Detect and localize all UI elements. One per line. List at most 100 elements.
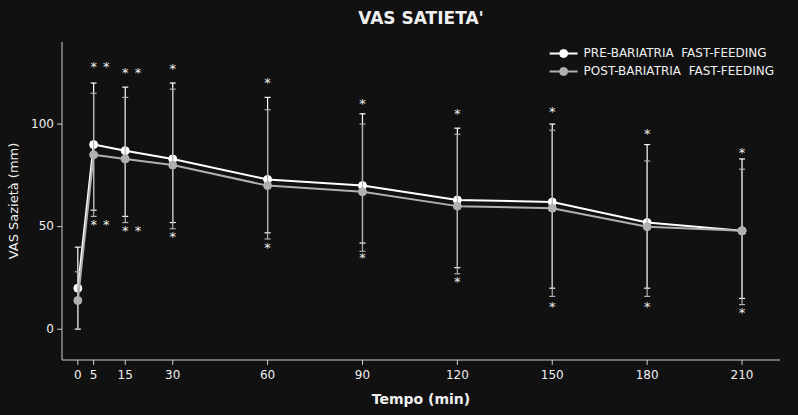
error-cap-top xyxy=(91,93,97,94)
legend-label: PRE-BARIATRIA FAST-FEEDING xyxy=(584,46,767,60)
x-axis-line xyxy=(62,360,780,361)
error-bar xyxy=(267,110,268,239)
annotation: * xyxy=(90,59,97,74)
data-point xyxy=(643,223,651,231)
y-tick xyxy=(57,226,62,227)
annotations: * * * * * * * * * * * * * * * * * * * * * * xyxy=(90,59,745,321)
error-cap-top xyxy=(359,123,365,124)
y-axis-line xyxy=(62,42,63,360)
series xyxy=(74,89,746,329)
data-point xyxy=(121,155,129,163)
axes: 0501000515306090120150180210 xyxy=(31,42,780,382)
x-tick xyxy=(457,360,458,365)
legend-marker xyxy=(560,50,568,58)
annotation: * xyxy=(739,305,746,320)
legend-label: POST-BARIATRIA FAST-FEEDING xyxy=(584,64,774,78)
x-tick xyxy=(647,360,648,365)
data-point xyxy=(358,188,366,196)
error-cap-bottom xyxy=(75,329,81,330)
x-tick-label: 90 xyxy=(355,368,370,382)
x-axis-label: Tempo (min) xyxy=(372,391,470,407)
data-point xyxy=(264,182,272,190)
data-point xyxy=(738,227,746,235)
annotation: * xyxy=(264,75,271,90)
legend-marker xyxy=(560,68,568,76)
annotation: * xyxy=(169,61,176,76)
x-tick xyxy=(267,360,268,365)
annotation: * xyxy=(103,59,110,74)
annotation: * xyxy=(359,96,366,111)
annotation: * xyxy=(644,299,651,314)
error-cap-top xyxy=(739,169,745,170)
x-tick xyxy=(742,360,743,365)
x-tick-label: 60 xyxy=(260,368,275,382)
y-tick xyxy=(57,124,62,125)
error-cap-top xyxy=(454,128,460,129)
annotation: * xyxy=(169,229,176,244)
annotation: * xyxy=(739,145,746,160)
annotation: * xyxy=(454,106,461,121)
annotation: * xyxy=(135,223,142,238)
error-cap-top xyxy=(75,247,81,248)
x-tick-label: 30 xyxy=(165,368,180,382)
annotation: * xyxy=(549,104,556,119)
y-tick xyxy=(57,329,62,330)
x-tick-label: 5 xyxy=(90,368,98,382)
series-line xyxy=(78,155,742,301)
annotation: * xyxy=(103,217,110,232)
annotation: * xyxy=(454,274,461,289)
x-tick-label: 120 xyxy=(446,368,469,382)
error-cap-top xyxy=(122,87,128,88)
annotation: * xyxy=(644,126,651,141)
error-bar xyxy=(741,169,742,304)
data-point xyxy=(548,204,556,212)
data-point xyxy=(738,227,746,235)
error-bar xyxy=(172,89,173,229)
background xyxy=(0,0,798,415)
error-cap-top xyxy=(454,134,460,135)
annotation: * xyxy=(90,217,97,232)
x-tick-label: 210 xyxy=(731,368,754,382)
data-point xyxy=(90,151,98,159)
error-cap-top xyxy=(644,144,650,145)
error-cap-top xyxy=(170,89,176,90)
x-tick-label: 180 xyxy=(636,368,659,382)
error-cap-top xyxy=(644,160,650,161)
x-tick xyxy=(77,360,78,365)
annotation: * xyxy=(122,223,129,238)
y-tick-label: 50 xyxy=(39,219,54,233)
y-tick-label: 100 xyxy=(31,117,54,131)
x-tick-label: 150 xyxy=(541,368,564,382)
y-tick-label: 0 xyxy=(46,322,54,336)
annotation: * xyxy=(264,240,271,255)
error-cap-bottom xyxy=(75,329,81,330)
annotation: * xyxy=(359,250,366,265)
error-cap-bottom xyxy=(644,296,650,297)
error-cap-top xyxy=(122,97,128,98)
title: VAS SATIETA' xyxy=(358,8,484,28)
error-cap-top xyxy=(265,97,271,98)
x-tick xyxy=(552,360,553,365)
chart: 0501000515306090120150180210VAS SATIETA'… xyxy=(0,0,798,415)
annotation: * xyxy=(135,65,142,80)
error-cap-bottom xyxy=(549,296,555,297)
data-point xyxy=(74,297,82,305)
x-tick-label: 0 xyxy=(74,368,82,382)
annotation: * xyxy=(549,299,556,314)
error-cap-top xyxy=(265,109,271,110)
error-cap-top xyxy=(359,113,365,114)
error-cap-top xyxy=(549,130,555,131)
data-point xyxy=(453,202,461,210)
x-tick xyxy=(93,360,94,365)
x-tick xyxy=(172,360,173,365)
x-tick-label: 15 xyxy=(118,368,133,382)
plot-data xyxy=(74,83,746,329)
annotation: * xyxy=(122,65,129,80)
series xyxy=(74,83,746,329)
data-point xyxy=(169,161,177,169)
error-cap-top xyxy=(549,123,555,124)
error-cap-top xyxy=(170,82,176,83)
y-axis-label: VAS Sazietà (mm) xyxy=(6,143,21,260)
legend: PRE-BARIATRIA FAST-FEEDING POST-BARIATRIA… xyxy=(550,46,774,78)
x-tick xyxy=(125,360,126,365)
